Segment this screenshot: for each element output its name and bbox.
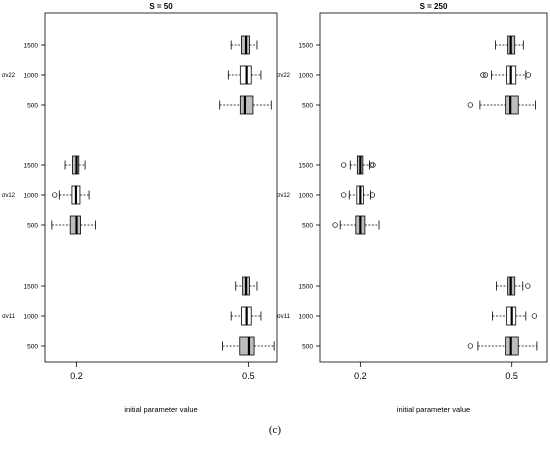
x-axis-label: initial parameter value [397,405,470,414]
y-tick-label: 1500 [299,42,314,49]
group-label: σv11 [277,314,291,320]
group-label: σv12 [277,193,291,199]
outlier-point [531,313,538,319]
y-tick-label: 500 [27,102,38,109]
y-tick-label: 1500 [24,283,39,290]
outlier-point [332,222,338,228]
box [239,95,254,115]
outlier-point [368,162,375,168]
y-tick-label: 1500 [299,162,314,169]
group-label: σv11 [2,314,16,320]
y-tick-label: 500 [302,222,313,229]
group-label: σv22 [277,73,291,79]
outlier-point [370,162,376,168]
plot-frame [44,12,278,363]
x-tick-label: 0.2 [70,371,83,381]
y-tick-label: 500 [27,343,38,350]
plot-frame [319,12,548,363]
outlier-point [482,72,489,78]
y-tick-label: 500 [302,343,313,350]
y-tick-label: 500 [27,222,38,229]
y-tick-label: 1000 [24,313,39,320]
y-tick-label: 1500 [24,42,39,49]
x-tick-label: 0.5 [242,371,255,381]
outlier-point [480,72,486,78]
box [239,336,255,356]
x-tick-label: 0.5 [505,371,518,381]
outlier-point [341,192,347,198]
panel-2: S = 250 0.2 0.5 initial parameter value σv22… [277,2,548,414]
y-tick-label: 500 [302,102,313,109]
y-tick-label: 1000 [299,313,314,320]
outlier-point [52,192,58,198]
outlier-point [369,192,376,198]
y-tick-label: 1000 [24,192,39,199]
box [505,336,519,356]
y-tick-label: 1000 [24,72,39,79]
figure-caption: (c) [269,424,282,436]
panel-title: S = 250 [420,2,448,11]
outlier-point [467,102,473,108]
group-label: σv12 [2,193,16,199]
group-label: σv22 [2,73,16,79]
y-tick-label: 1500 [299,283,314,290]
outlier-point [341,162,347,168]
outlier-point [467,343,473,349]
box [69,215,81,235]
y-tick-label: 1500 [24,162,39,169]
x-tick-label: 0.2 [354,371,367,381]
y-tick-label: 1000 [299,72,314,79]
outlier-point [525,283,531,289]
box [505,95,519,115]
panel-title: S = 50 [149,2,173,11]
panel-1: S = 50 0.2 0.5 initial parameter value σv22 1… [2,2,278,414]
y-tick-label: 1000 [299,192,314,199]
x-axis-label: initial parameter value [124,405,197,414]
outlier-point [525,72,531,78]
